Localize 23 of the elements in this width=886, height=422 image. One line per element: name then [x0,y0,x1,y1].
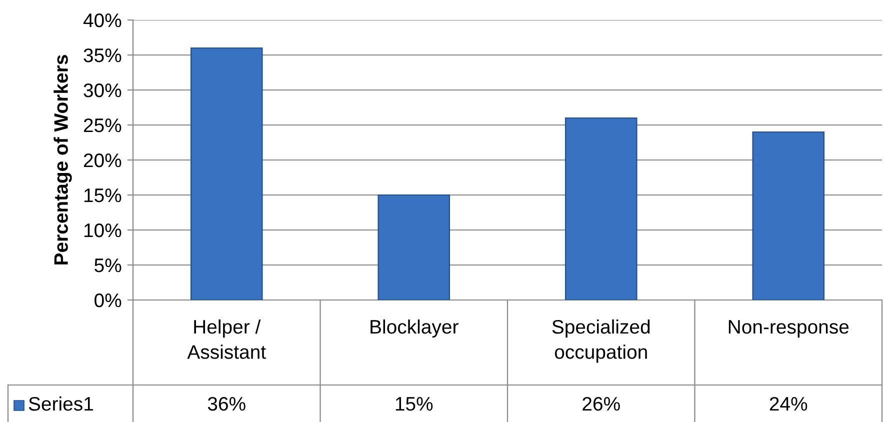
y-tick-label: 35% [84,48,122,62]
y-tick-label: 25% [84,118,122,132]
data-label: 26% [582,396,620,411]
x-tick-label: Non-response [728,320,849,338]
y-tick-label: 40% [83,13,122,28]
data-label: 24% [770,396,808,411]
bar [752,131,825,300]
y-tick-label: 10% [84,223,122,238]
y-tick-label: 20% [84,153,122,168]
legend-label: Series1 [28,396,93,411]
y-tick-label: 30% [84,83,122,98]
x-tick-label: Specialized occupation [552,319,650,363]
bar [378,194,450,300]
y-tick-label: 0% [94,293,122,308]
x-tick-label: Helper / Assistant [187,319,266,359]
data-label: 15% [396,397,433,411]
y-tick-label: 5% [94,258,122,272]
bar [190,47,263,300]
data-label: 36% [208,396,246,411]
y-tick-label: 15% [84,188,122,202]
bar [564,117,638,300]
y-axis-title: Percentage of Workers [54,55,72,264]
x-tick-label: Blocklayer [370,319,458,338]
